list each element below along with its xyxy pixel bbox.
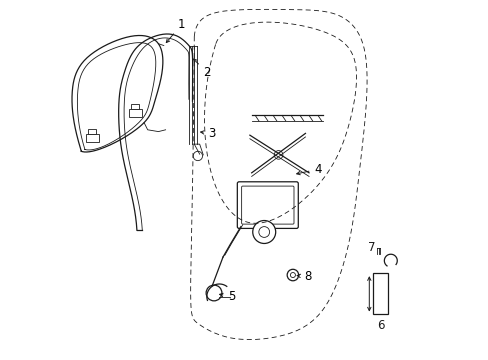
Text: 5: 5 bbox=[219, 290, 235, 303]
Text: 8: 8 bbox=[297, 270, 311, 283]
Bar bbox=[88, 129, 96, 134]
Bar bbox=[131, 104, 139, 109]
Text: 3: 3 bbox=[200, 127, 216, 140]
FancyBboxPatch shape bbox=[237, 182, 298, 228]
Text: 4: 4 bbox=[296, 163, 321, 176]
Circle shape bbox=[274, 150, 282, 159]
Text: 2: 2 bbox=[193, 59, 210, 79]
Circle shape bbox=[193, 151, 202, 161]
Text: 1: 1 bbox=[166, 18, 185, 42]
Text: 7: 7 bbox=[367, 240, 375, 253]
Circle shape bbox=[286, 269, 298, 281]
Circle shape bbox=[252, 221, 275, 243]
Bar bbox=[128, 109, 142, 117]
Bar bbox=[372, 273, 387, 315]
Bar bbox=[85, 134, 99, 142]
Circle shape bbox=[206, 285, 222, 301]
Text: 6: 6 bbox=[376, 319, 384, 332]
